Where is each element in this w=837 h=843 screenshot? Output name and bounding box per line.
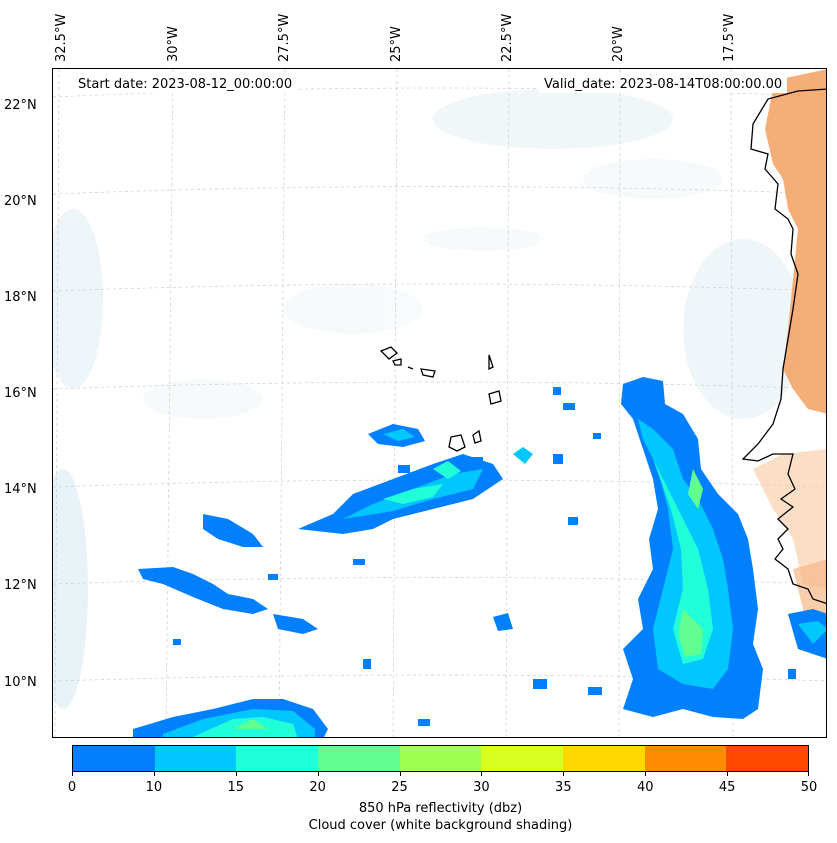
colorbar-tick: [645, 772, 647, 776]
lat-label-20n: 20°N: [4, 194, 37, 209]
colorbar-tick: [481, 772, 483, 776]
start-date-label: Start date: 2023-08-12_00:00:00: [73, 76, 298, 93]
colorbar-segment-25-30: [399, 746, 482, 771]
lon-label-20w: 20°W: [611, 26, 626, 62]
lon-label-25w: 25°W: [389, 26, 404, 62]
valid-date-label: Valid_date: 2023-08-14T08:00:00.00: [539, 76, 788, 93]
colorbar-tick: [235, 772, 237, 776]
cape-verde-islands: [379, 346, 502, 452]
colorbar-tick-label: 25: [391, 780, 408, 795]
colorbar-tick: [563, 772, 565, 776]
colorbar-label-cloud-cover: Cloud cover (white background shading): [308, 818, 573, 833]
colorbar-segment-30-35: [481, 746, 564, 771]
colorbar-segment-35-40: [563, 746, 645, 771]
lon-label-22-5w: 22.5°W: [500, 13, 515, 62]
colorbar-label-reflectivity: 850 hPa reflectivity (dbz): [358, 801, 523, 816]
colorbar-tick-label: 0: [67, 780, 77, 795]
lat-label-12n: 12°N: [4, 578, 37, 593]
reflectivity-shading: [133, 377, 826, 737]
colorbar-tick-label: 35: [555, 780, 572, 795]
map-panel: [52, 68, 827, 738]
africa-land-shading: [753, 69, 826, 656]
cloud-cover-shading: [53, 89, 803, 709]
colorbar-tick: [72, 772, 73, 776]
colorbar-tick: [399, 772, 401, 776]
colorbar-tick: [317, 772, 319, 776]
colorbar-tick-label: 45: [718, 780, 736, 795]
colorbar-segment-40-45: [644, 746, 727, 771]
colorbar-tick: [153, 772, 155, 776]
lat-label-22n: 22°N: [4, 98, 37, 113]
colorbar-segment-15-20: [236, 746, 319, 771]
colorbar-segment-20-25: [318, 746, 400, 771]
colorbar-tick-label: 40: [636, 780, 654, 795]
colorbar-tick-label: 50: [800, 780, 818, 795]
coastlines: [379, 88, 826, 605]
colorbar-tick: [808, 772, 809, 776]
lat-label-16n: 16°N: [4, 386, 37, 401]
colorbar-segment-10-15: [154, 746, 237, 771]
colorbar: [72, 745, 809, 772]
colorbar-tick-label: 30: [473, 780, 490, 795]
colorbar-tick-label: 15: [227, 780, 245, 795]
lat-label-10n: 10°N: [4, 675, 37, 690]
lon-label-32-5w: 32.5°W: [54, 13, 69, 62]
colorbar-tick-label: 20: [309, 780, 326, 795]
map-canvas: [53, 69, 826, 737]
lat-label-18n: 18°N: [4, 290, 37, 305]
africa-coastline: [741, 88, 826, 605]
lat-label-14n: 14°N: [4, 482, 37, 497]
colorbar-tick: [727, 772, 729, 776]
lon-label-27-5w: 27.5°W: [277, 13, 292, 62]
colorbar-tick-label: 10: [145, 780, 163, 795]
lon-label-30w: 30°W: [166, 26, 181, 62]
lon-label-17-5w: 17.5°W: [722, 13, 737, 62]
colorbar-segment-45-50: [726, 746, 809, 771]
colorbar-segment-0-10: [73, 746, 155, 771]
